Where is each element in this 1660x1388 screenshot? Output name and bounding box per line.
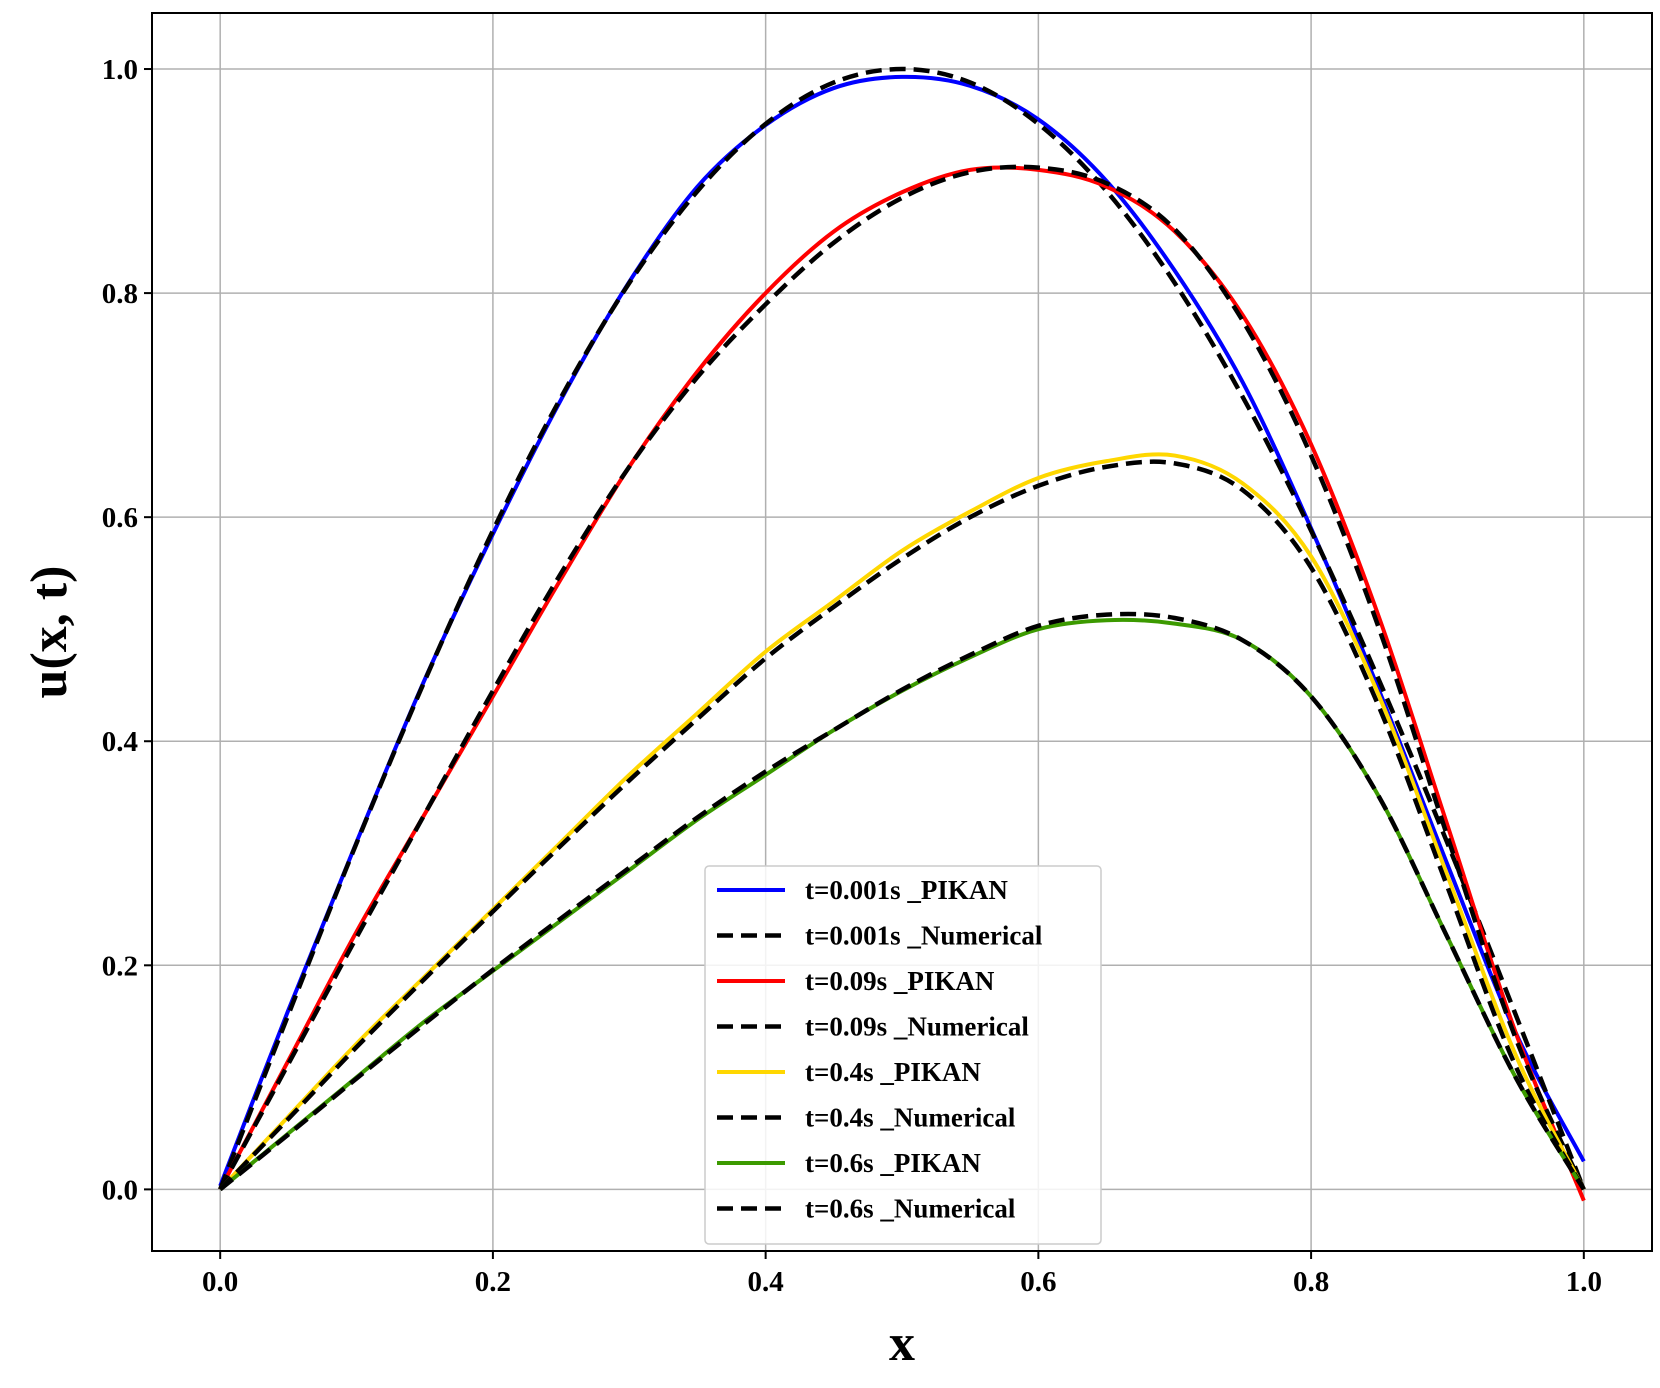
y-tick-label: 0.4 bbox=[102, 726, 138, 758]
x-axis-label: x bbox=[889, 1315, 915, 1372]
x-tick-label: 0.2 bbox=[475, 1266, 511, 1298]
grid-lines bbox=[152, 13, 1652, 1251]
x-tick-label: 1.0 bbox=[1566, 1266, 1602, 1298]
y-tick-label: 0.8 bbox=[102, 278, 138, 310]
legend-label: t=0.6s _PIKAN bbox=[805, 1148, 981, 1178]
legend-label: t=0.001s _PIKAN bbox=[805, 875, 1008, 905]
x-tick-label: 0.0 bbox=[202, 1266, 238, 1298]
legend-label: t=0.4s _Numerical bbox=[805, 1103, 1016, 1133]
series-line-2 bbox=[218, 66, 1586, 1191]
y-axis-label: u(x, t) bbox=[21, 566, 78, 699]
legend-label: t=0.09s _PIKAN bbox=[805, 966, 995, 996]
legend-label: t=0.6s _Numerical bbox=[805, 1194, 1016, 1224]
axis-ticks: 0.0 0.2 0.4 0.6 0.8 1.0 0.0 0.2 0.4 0.6 0.8 1.0 bbox=[102, 54, 1602, 1298]
series-line-6 bbox=[218, 459, 1586, 1191]
series-line-8 bbox=[218, 611, 1586, 1192]
x-tick-label: 0.8 bbox=[1293, 1266, 1329, 1298]
legend: t=0.001s _PIKAN t=0.001s _Numerical t=0.09… bbox=[704, 865, 1102, 1245]
x-tick-label: 0.4 bbox=[748, 1266, 784, 1298]
x-tick-label: 0.6 bbox=[1020, 1266, 1056, 1298]
legend-label: t=0.001s _Numerical bbox=[805, 921, 1043, 951]
series-lines bbox=[218, 66, 1586, 1202]
y-tick-label: 0.2 bbox=[102, 950, 138, 982]
y-tick-label: 1.0 bbox=[102, 54, 138, 86]
legend-label: t=0.4s _PIKAN bbox=[805, 1057, 981, 1087]
legend-label: t=0.09s _Numerical bbox=[805, 1012, 1029, 1042]
series-line-4 bbox=[218, 164, 1586, 1191]
legend-frame bbox=[704, 865, 1102, 1245]
y-tick-label: 0.0 bbox=[102, 1174, 138, 1206]
plot-frame bbox=[151, 12, 1653, 1252]
y-tick-label: 0.6 bbox=[102, 502, 138, 534]
